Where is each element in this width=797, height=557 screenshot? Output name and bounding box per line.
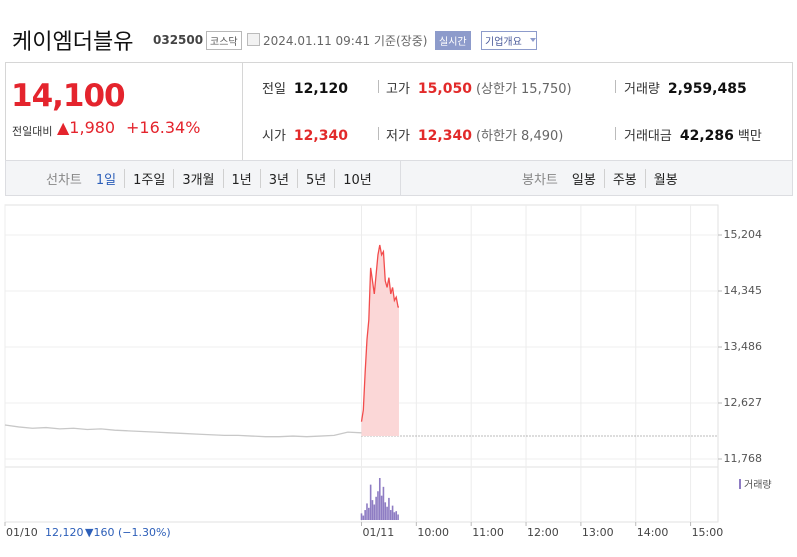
overview-button[interactable]: 기업개요 (481, 31, 537, 50)
y-tick-label: 11,768 (724, 452, 763, 465)
price-area (361, 245, 399, 437)
y-tick-label: 14,345 (724, 284, 763, 297)
volume-bar (378, 478, 381, 520)
separator (378, 80, 379, 93)
quote-time: 2024.01.11 09:41 기준(장중) (263, 34, 428, 48)
volume-bar (382, 486, 385, 520)
chart-tabs: 선차트 1일 1주일 3개월 1년 3년 5년 10년 봉차트 일봉 주봉 월봉 (5, 160, 793, 196)
volume-bar (395, 511, 398, 520)
volume-bar (388, 497, 390, 520)
quote-cell: 시가 12,340 (262, 125, 348, 144)
cell-label: 고가 (386, 82, 410, 97)
volume-bar (397, 514, 399, 520)
tab[interactable]: 10년 (334, 169, 380, 188)
tab-group-label: 봉차트 (522, 173, 558, 188)
volume-bar (393, 512, 396, 520)
line-tabs: 선차트 1일 1주일 3개월 1년 3년 5년 10년 (38, 169, 380, 188)
tab[interactable]: 3개월 (173, 169, 222, 188)
candle-tabs: 봉차트 일봉 주봉 월봉 (514, 169, 686, 188)
volume-legend-swatch (739, 479, 741, 489)
tab[interactable]: 1년 (222, 169, 260, 188)
cell-value: 12,340 (293, 128, 348, 144)
cell-label: 전일 (262, 82, 286, 97)
x-tick-label: 01/11 (363, 526, 395, 539)
quote-cell: 전일 12,120 (262, 78, 348, 97)
x-tick-label: 11:00 (472, 526, 504, 539)
x-tick-label: 13:00 (582, 526, 614, 539)
dropdown-arrow (530, 38, 536, 42)
separator (615, 80, 616, 93)
volume-bar (362, 515, 365, 520)
volume-bar (386, 506, 388, 520)
volume-bar (369, 484, 372, 520)
volume-bar (360, 513, 363, 520)
quote-cell: 거래량 2,959,485 (624, 78, 747, 97)
quote-cell: 저가 12,340 (하한가 8,490) (386, 125, 563, 144)
cell-label: 거래량 (624, 82, 660, 97)
quote-cell: 거래대금 42,286 백만 (624, 125, 762, 144)
stock-name: 케이엠더블유 (12, 30, 134, 55)
cell-extra: (하한가 8,490) (475, 129, 564, 144)
market-badge: 코스닥 (206, 31, 242, 50)
tab[interactable]: 일봉 (571, 173, 596, 188)
change-label: 전일대비 (12, 125, 53, 138)
tab[interactable]: 3년 (259, 169, 297, 188)
current-price: 14,100 (11, 78, 126, 114)
prev-change: ▼160 (−1.30%) (85, 526, 171, 539)
stock-code: 032500 (153, 33, 204, 47)
x-tick-label: 15:00 (692, 526, 724, 539)
price-line (4, 424, 362, 438)
volume-bar (364, 510, 366, 520)
cell-value: 2,959,485 (667, 81, 747, 97)
volume-bar (366, 503, 368, 520)
x-tick-label: 10:00 (417, 526, 449, 539)
cell-label: 거래대금 (624, 129, 672, 144)
x-tick-label: 01/10 (6, 526, 38, 539)
y-tick-label: 15,204 (724, 228, 763, 241)
separator (615, 127, 616, 140)
x-tick-label: 12:00 (527, 526, 559, 539)
volume-bar (371, 500, 374, 520)
tab[interactable]: 1주일 (124, 169, 173, 188)
cell-unit: 백만 (737, 129, 762, 144)
tab-group-label: 선차트 (46, 173, 82, 188)
volume-bar (391, 505, 394, 520)
tab[interactable]: 1일 (95, 173, 117, 188)
quote-divider (242, 62, 243, 160)
volume-bar (389, 510, 392, 520)
volume-bar (380, 495, 383, 520)
y-tick-label: 12,627 (724, 396, 763, 409)
cell-extra: (상한가 15,750) (475, 82, 572, 97)
cell-label: 저가 (386, 129, 410, 144)
change-rate: +16.34% (126, 118, 201, 137)
calendar-icon (247, 33, 260, 46)
y-tick-label: 13,486 (724, 340, 763, 353)
x-tick-label: 14:00 (637, 526, 669, 539)
volume-bar (377, 491, 379, 520)
volume-bar (373, 504, 376, 520)
tab-divider (400, 161, 401, 195)
cell-value: 12,120 (293, 81, 348, 97)
prev-close: 12,120 (45, 526, 84, 539)
tab[interactable]: 주봉 (603, 169, 645, 188)
tab[interactable]: 5년 (297, 169, 334, 188)
volume-bar (384, 502, 387, 520)
cell-label: 시가 (262, 129, 286, 144)
price-line (360, 244, 399, 422)
cell-value: 15,050 (417, 81, 472, 97)
cell-value: 42,286 (679, 128, 734, 144)
volume-bar (375, 496, 377, 520)
cell-value: 12,340 (417, 128, 472, 144)
volume-bar (368, 507, 370, 520)
realtime-badge[interactable]: 실시간 (435, 31, 471, 50)
separator (378, 127, 379, 140)
volume-legend: 거래량 (744, 479, 772, 491)
quote-cell: 고가 15,050 (상한가 15,750) (386, 78, 572, 97)
price-change: ▲1,980 (57, 118, 116, 137)
tab[interactable]: 월봉 (644, 169, 686, 188)
